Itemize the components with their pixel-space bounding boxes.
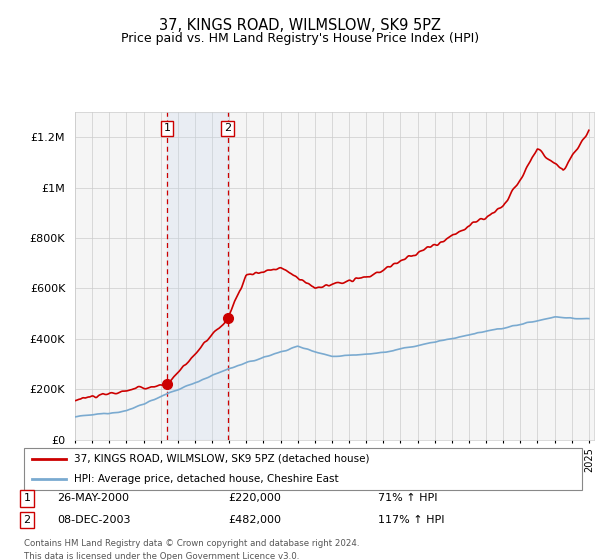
Text: 37, KINGS ROAD, WILMSLOW, SK9 5PZ (detached house): 37, KINGS ROAD, WILMSLOW, SK9 5PZ (detac… <box>74 454 370 464</box>
Text: Price paid vs. HM Land Registry's House Price Index (HPI): Price paid vs. HM Land Registry's House … <box>121 32 479 45</box>
Text: £482,000: £482,000 <box>228 515 281 525</box>
Text: 08-DEC-2003: 08-DEC-2003 <box>57 515 131 525</box>
Text: 71% ↑ HPI: 71% ↑ HPI <box>378 493 437 503</box>
Text: 1: 1 <box>23 493 31 503</box>
Text: 26-MAY-2000: 26-MAY-2000 <box>57 493 129 503</box>
Text: 37, KINGS ROAD, WILMSLOW, SK9 5PZ: 37, KINGS ROAD, WILMSLOW, SK9 5PZ <box>159 18 441 33</box>
FancyBboxPatch shape <box>24 448 582 490</box>
Text: This data is licensed under the Open Government Licence v3.0.: This data is licensed under the Open Gov… <box>24 552 299 560</box>
Bar <box>167 112 228 440</box>
Text: Contains HM Land Registry data © Crown copyright and database right 2024.: Contains HM Land Registry data © Crown c… <box>24 539 359 548</box>
Text: 1: 1 <box>164 123 170 133</box>
Text: 2: 2 <box>224 123 232 133</box>
Text: HPI: Average price, detached house, Cheshire East: HPI: Average price, detached house, Ches… <box>74 474 339 484</box>
Text: 117% ↑ HPI: 117% ↑ HPI <box>378 515 445 525</box>
Text: £220,000: £220,000 <box>228 493 281 503</box>
Text: 2: 2 <box>23 515 31 525</box>
